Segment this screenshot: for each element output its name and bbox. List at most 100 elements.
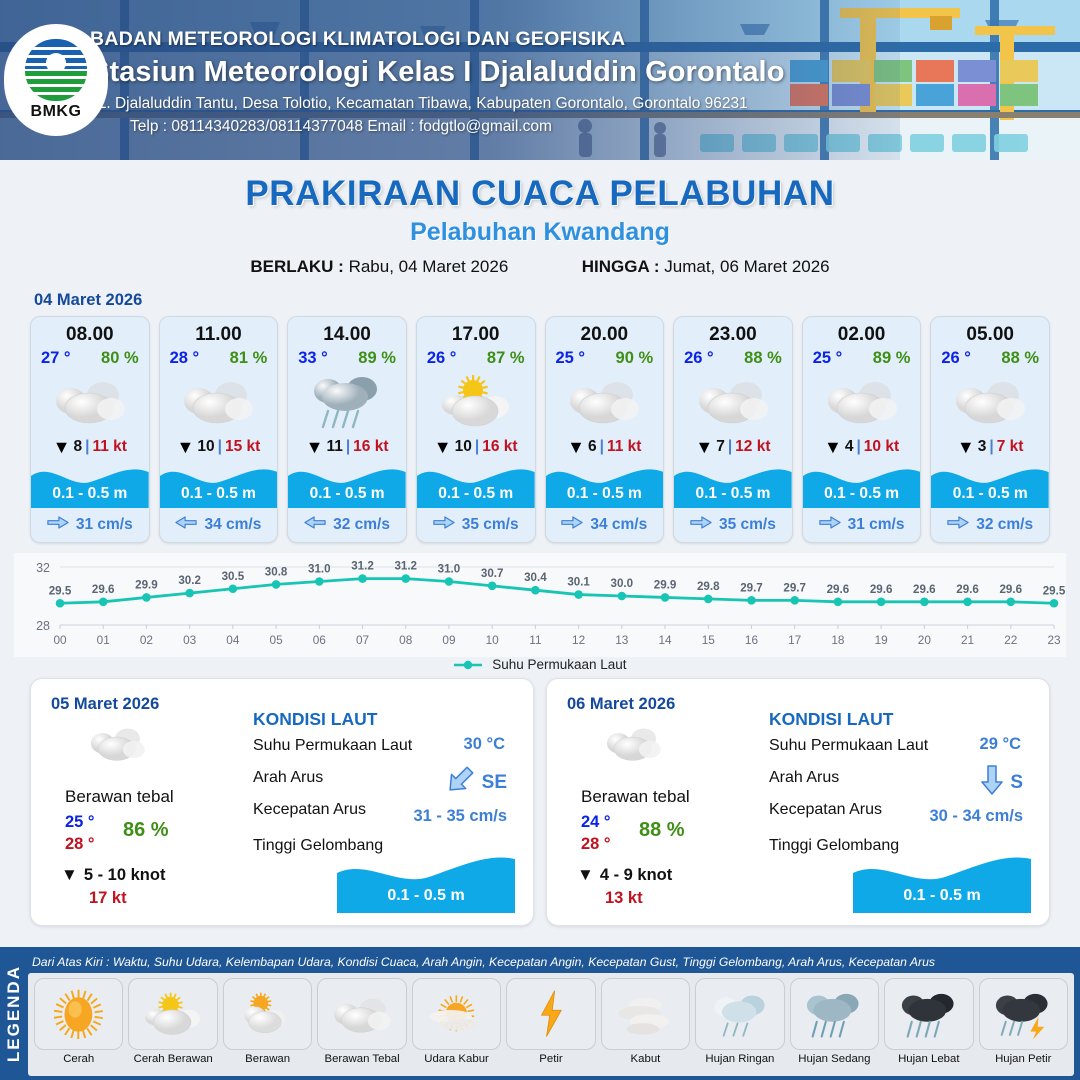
card-weather-icon xyxy=(31,370,149,432)
svg-text:30.8: 30.8 xyxy=(265,565,288,578)
sea-temperature-chart: 32 28 29.5 00 29.6 01 29.9 02 30.2 03 30.5 04 30.8 05… xyxy=(14,553,1066,661)
svg-text:29.6: 29.6 xyxy=(913,583,936,596)
card-wave: 0.1 - 0.5 m xyxy=(159,462,278,508)
svg-text:20: 20 xyxy=(918,633,932,647)
card-current: 32 cm/s xyxy=(931,508,1049,542)
hourly-card: 11.00 28 ° 81 % ▼ 10 | 15 kt 0.1 - 0.5 m… xyxy=(158,316,279,543)
svg-text:11: 11 xyxy=(529,633,541,647)
svg-text:31.2: 31.2 xyxy=(351,560,374,573)
panel-weather-icon xyxy=(87,723,148,769)
legend-item: Udara Kabur xyxy=(411,978,502,1071)
value-current-direction: SE xyxy=(445,765,507,801)
wind-direction-arrow: ▼ xyxy=(695,437,714,457)
bmkg-logo: BMKG xyxy=(4,24,108,136)
panel-date: 05 Maret 2026 xyxy=(51,695,160,713)
card-current: 31 cm/s xyxy=(31,508,149,542)
legend-icon-rain-moderate xyxy=(789,978,880,1050)
card-wind-speed: 10 xyxy=(454,438,472,455)
svg-text:22: 22 xyxy=(1004,633,1017,647)
card-temperature: 26 ° xyxy=(684,349,714,367)
legend-item-label: Hujan Ringan xyxy=(705,1053,775,1065)
wind-separator: | xyxy=(345,438,351,455)
card-temperature: 27 ° xyxy=(41,349,71,367)
svg-text:05: 05 xyxy=(270,633,284,647)
wave-shape-icon xyxy=(159,469,278,508)
svg-text:31.0: 31.0 xyxy=(438,563,461,576)
hourly-card: 17.00 26 ° 87 % ▼ 10 | 16 kt 0.1 - 0.5 m… xyxy=(415,316,536,543)
wind-direction-arrow: ▼ xyxy=(305,437,324,457)
sea-condition-title: KONDISI LAUT xyxy=(769,709,894,729)
label-sea-temperature: Suhu Permukaan Laut xyxy=(253,737,413,754)
legend-icon-rain-heavy xyxy=(884,978,974,1050)
svg-text:29.8: 29.8 xyxy=(697,580,720,593)
svg-text:01: 01 xyxy=(97,633,110,647)
panel-wind: ▼ 4 - 9 knot xyxy=(577,865,672,885)
card-wind-speed: 10 xyxy=(197,438,215,455)
svg-text:17: 17 xyxy=(788,633,801,647)
legend-item: Petir xyxy=(506,978,596,1071)
card-wave: 0.1 - 0.5 m xyxy=(288,462,406,508)
station-address: JL. Djalaluddin Tantu, Desa Tolotio, Kec… xyxy=(90,95,748,112)
wind-direction-arrow: ▼ xyxy=(61,865,78,884)
card-wave-height: 0.1 - 0.5 m xyxy=(180,485,256,502)
hourly-forecast-cards: 08.00 27 ° 80 % ▼ 8 | 11 kt 0.1 - 0.5 m … xyxy=(0,316,1080,543)
hourly-card: 08.00 27 ° 80 % ▼ 8 | 11 kt 0.1 - 0.5 m … xyxy=(30,316,150,543)
wind-separator: | xyxy=(217,438,222,455)
card-current-speed: 31 cm/s xyxy=(75,516,133,533)
wind-direction-arrow: ▼ xyxy=(567,437,585,457)
card-current-speed: 34 cm/s xyxy=(204,516,262,533)
svg-text:13: 13 xyxy=(615,633,629,647)
svg-text:29.7: 29.7 xyxy=(783,581,806,594)
card-time: 20.00 xyxy=(580,324,629,345)
card-current-speed: 32 cm/s xyxy=(976,516,1034,533)
legend-note: Dari Atas Kiri : Waktu, Suhu Udara, Kele… xyxy=(32,955,935,969)
value-current-speed: 30 - 34 cm/s xyxy=(929,807,1023,825)
value-sea-temperature: 30 °C xyxy=(463,735,505,753)
card-gust: 16 kt xyxy=(482,438,518,455)
current-direction-label: S xyxy=(1010,772,1023,793)
svg-text:03: 03 xyxy=(183,633,197,647)
current-direction-arrow-icon xyxy=(433,515,455,535)
chart-legend: Suhu Permukaan Laut xyxy=(0,657,1080,672)
wave-shape-icon xyxy=(288,469,406,508)
header-overlay xyxy=(0,0,900,160)
card-humidity: 90 % xyxy=(615,349,654,367)
wave-shape-icon xyxy=(337,857,515,913)
page-title: PRAKIRAAN CUACA PELABUHAN xyxy=(245,174,835,213)
panel-date: 06 Maret 2026 xyxy=(567,695,676,713)
card-wave: 0.1 - 0.5 m xyxy=(31,462,149,508)
panel-condition: Berawan tebal xyxy=(581,787,690,806)
card-wind: ▼ 11 | 16 kt xyxy=(288,432,406,462)
card-gust: 10 kt xyxy=(863,438,900,455)
legend-item-label: Petir xyxy=(539,1053,563,1065)
card-wind-speed: 6 xyxy=(588,438,597,455)
wind-direction-arrow: ▼ xyxy=(52,437,71,457)
hourly-card: 14.00 33 ° 89 % ▼ 11 | 16 kt 0.1 - 0.5 m xyxy=(287,316,407,543)
bmkg-logo-icon xyxy=(25,39,87,101)
legend-item-label: Hujan Sedang xyxy=(798,1053,871,1065)
svg-text:14: 14 xyxy=(658,633,672,647)
value-current-speed: 31 - 35 cm/s xyxy=(413,807,507,825)
legend-icon-rain-light xyxy=(695,978,785,1050)
card-current-speed: 35 cm/s xyxy=(461,516,519,533)
svg-text:29.9: 29.9 xyxy=(654,578,677,591)
current-direction-arrow-icon xyxy=(690,515,712,535)
svg-text:09: 09 xyxy=(442,633,455,647)
legend-icon-sun xyxy=(34,978,124,1050)
card-weather-icon xyxy=(417,370,535,432)
card-wind: ▼ 4 | 10 kt xyxy=(803,432,921,462)
card-gust: 15 kt xyxy=(224,438,261,455)
svg-text:29.6: 29.6 xyxy=(92,583,115,596)
card-current: 34 cm/s xyxy=(546,508,664,542)
card-wind-speed: 3 xyxy=(977,438,987,455)
card-wind: ▼ 7 | 12 kt xyxy=(674,432,792,462)
svg-text:30.5: 30.5 xyxy=(222,570,245,583)
legend-item: Hujan Petir xyxy=(978,978,1068,1071)
current-direction-arrow-icon xyxy=(47,515,69,535)
card-current-speed: 35 cm/s xyxy=(718,516,776,533)
card-wave: 0.1 - 0.5 m xyxy=(416,462,535,508)
card-wind: ▼ 8 | 11 kt xyxy=(31,432,149,462)
bmkg-logo-text: BMKG xyxy=(30,103,82,120)
card-wave-height: 0.1 - 0.5 m xyxy=(309,485,385,502)
svg-text:29.6: 29.6 xyxy=(956,583,979,596)
